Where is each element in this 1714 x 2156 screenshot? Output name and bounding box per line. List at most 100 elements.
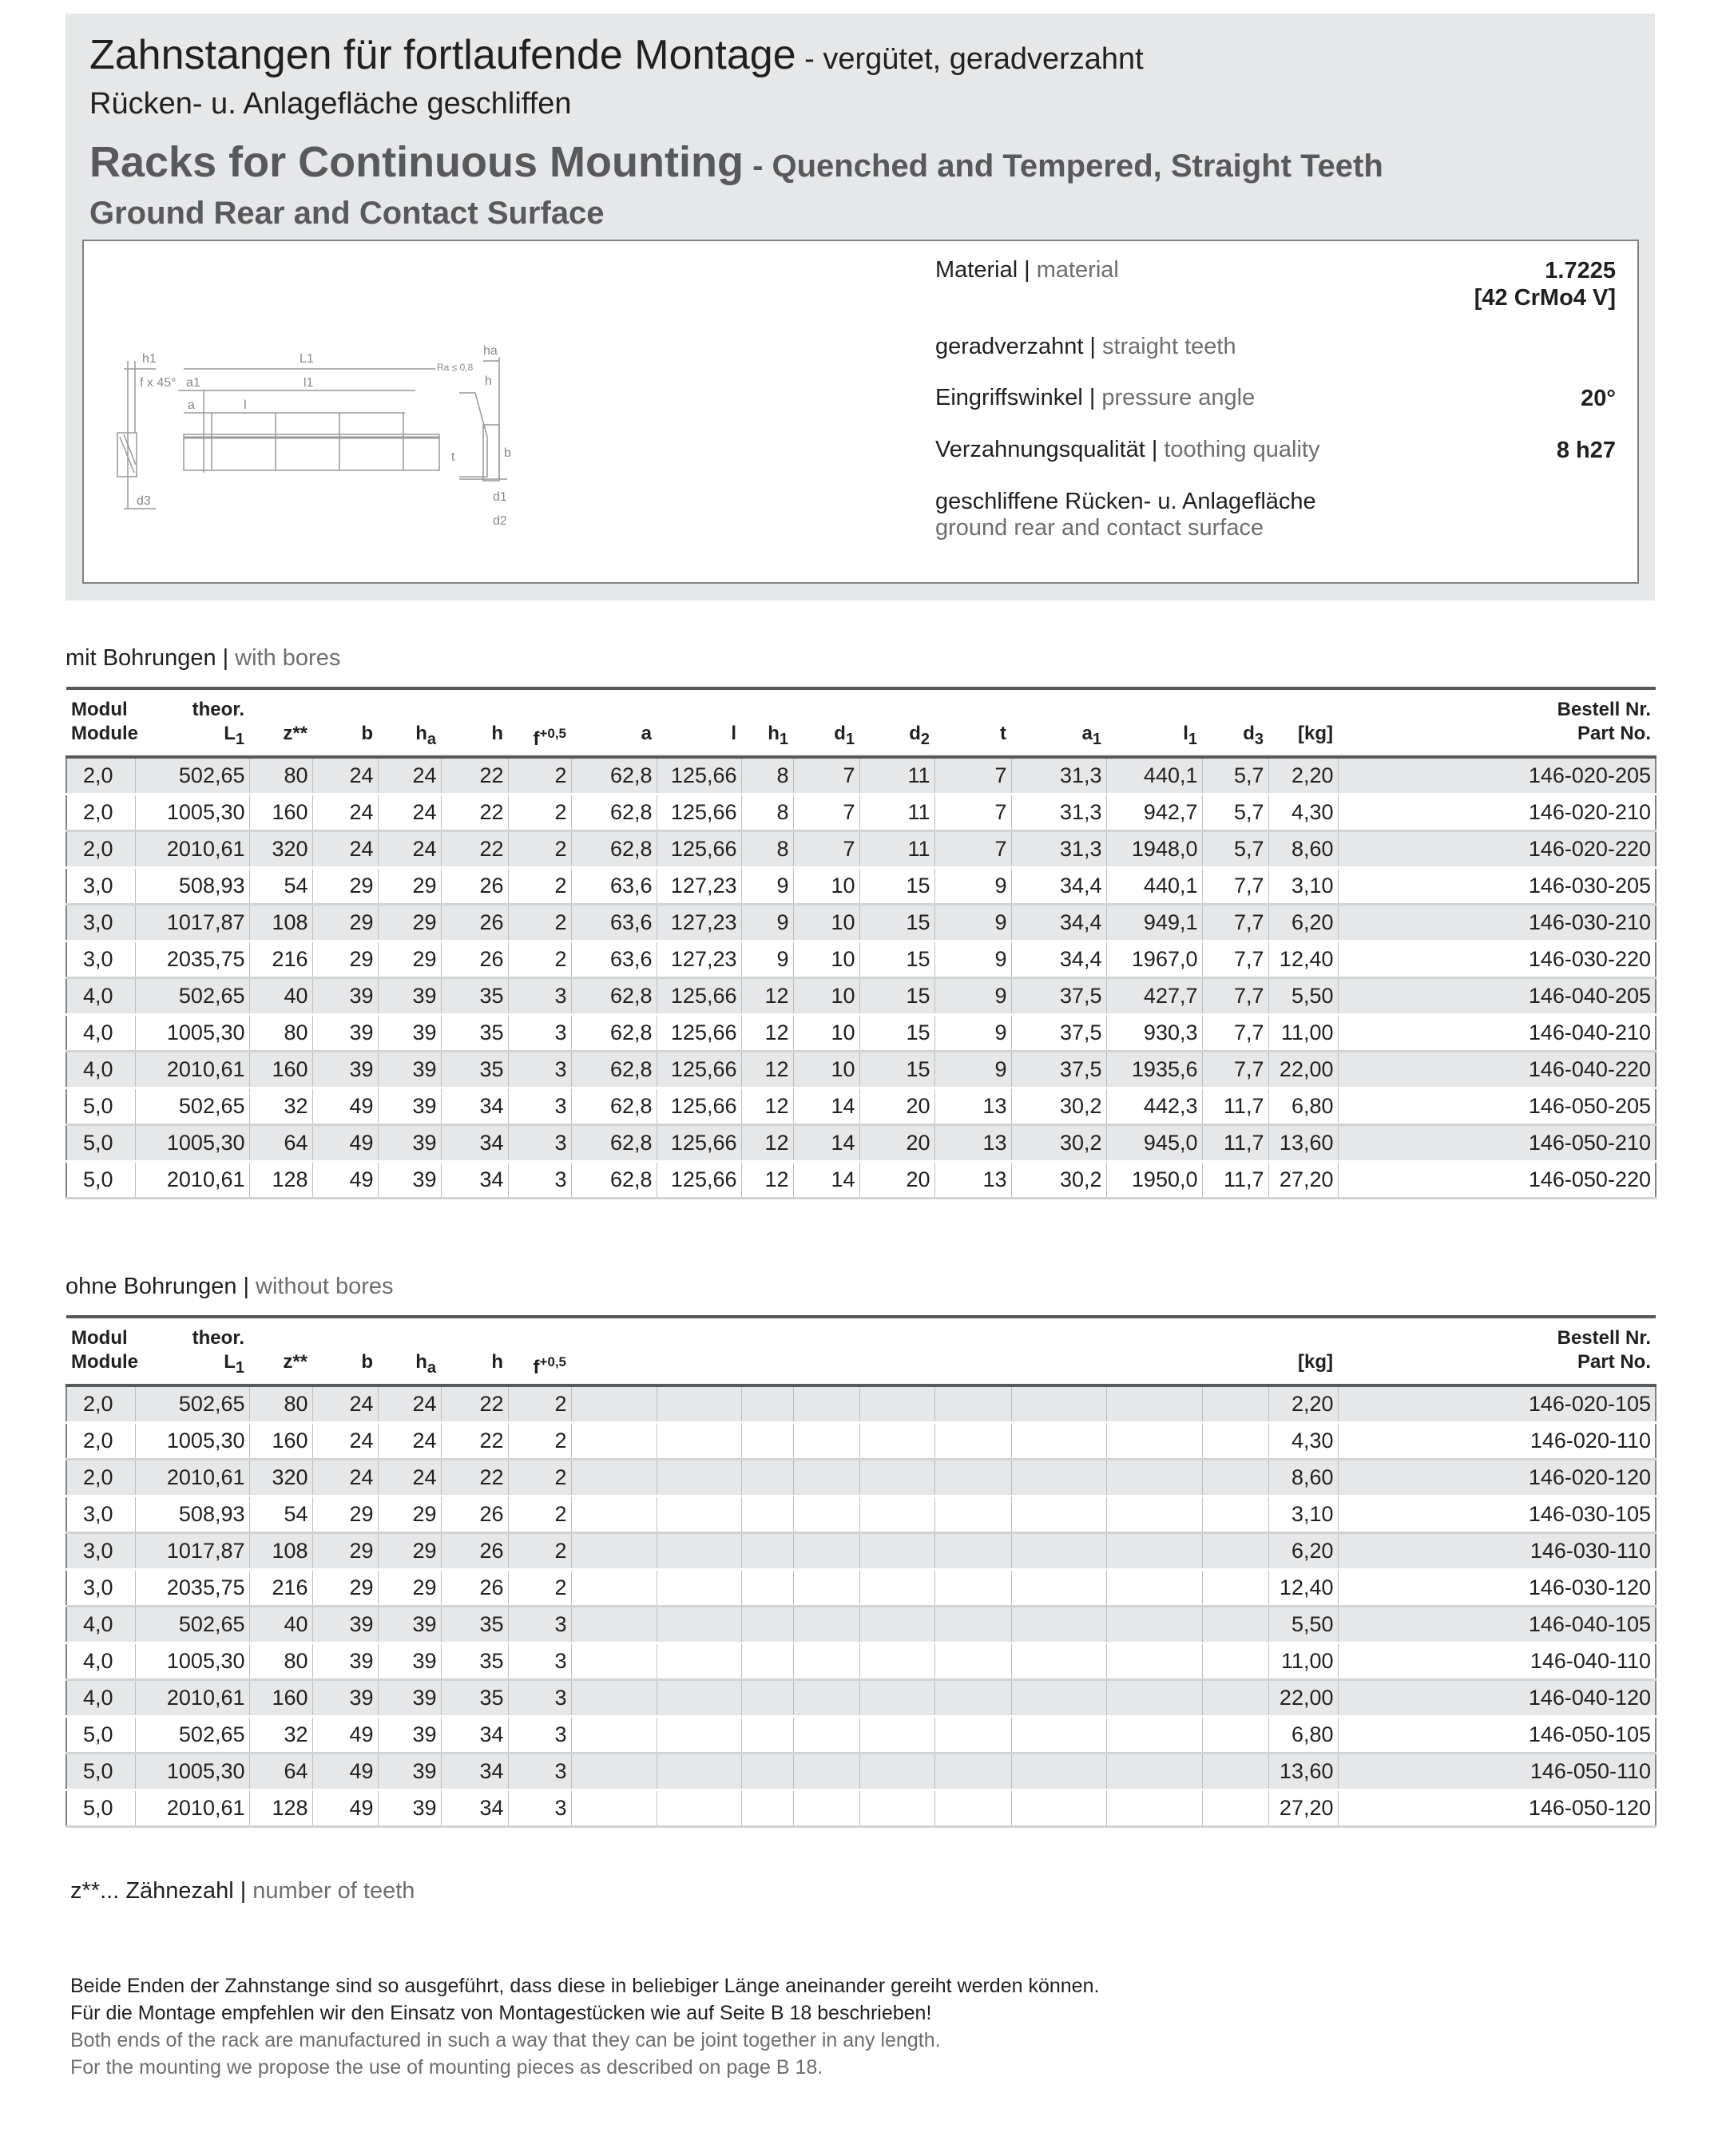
table-cell: 2010,61 [134, 1161, 249, 1199]
table-cell: 216 [248, 941, 312, 979]
table-cell: 10 [792, 867, 859, 906]
table-cell: 9 [934, 977, 1011, 1016]
property-de: geradverzahnt [935, 334, 1084, 359]
table-cell [1201, 1422, 1268, 1460]
table-cell: 9 [740, 941, 793, 979]
table-cell: 160 [248, 1679, 312, 1718]
table-cell [792, 1789, 859, 1828]
table-cell: 5,0 [65, 1789, 135, 1828]
table-row: 3,0 508,93 54 29 29 26 2 3,10 146-030-105 [65, 1496, 1656, 1534]
table-cell: 49 [311, 1124, 378, 1163]
table-cell: 5,7 [1201, 794, 1268, 832]
table-cell: 3 [507, 977, 571, 1016]
table-cell [656, 1422, 741, 1460]
table-cell [934, 1569, 1011, 1607]
table-cell: 2 [507, 904, 571, 942]
table-cell: 62,8 [570, 1124, 657, 1163]
table-cell: 930,3 [1105, 1014, 1202, 1052]
table-cell: 9 [740, 867, 793, 906]
column-header [1011, 1317, 1106, 1385]
table-cell: 5,7 [1201, 830, 1268, 869]
table-cell [934, 1422, 1011, 1460]
table-cell: 34 [440, 1753, 508, 1791]
section-with-bores-label: mit Bohrungen | with bores [65, 645, 341, 671]
table-cell: 146-040-105 [1337, 1606, 1656, 1644]
label-d3: d3 [137, 494, 151, 508]
table-cell: 7,7 [1201, 904, 1268, 942]
column-header [793, 1317, 859, 1385]
table-cell: 14 [792, 1161, 859, 1199]
table-cell: 22 [440, 794, 508, 832]
table-cell [1201, 1606, 1268, 1644]
table-cell [1201, 1532, 1268, 1571]
table-cell: 146-050-220 [1337, 1161, 1656, 1199]
table-cell: 2,20 [1268, 757, 1338, 795]
property-en: material [1036, 257, 1119, 283]
table-cell: 3 [507, 1753, 571, 1791]
table-cell: 125,66 [656, 757, 741, 795]
column-header [657, 1317, 741, 1385]
table-cell: 29 [377, 904, 441, 942]
table-cell [570, 1679, 657, 1718]
table-cell: 24 [377, 1385, 441, 1424]
table-row: 2,0 502,65 80 24 24 22 2 62,8 125,66 8 7 11 7 31,3 440… [65, 757, 1656, 795]
table-cell: 3,0 [65, 941, 135, 979]
table-cell: 1017,87 [134, 904, 249, 942]
table-cell: 35 [440, 1606, 508, 1644]
table-cell [740, 1496, 793, 1534]
table-cell: 146-050-110 [1337, 1753, 1656, 1791]
table-cell: 3 [507, 1088, 571, 1126]
table-cell: 1005,30 [134, 1643, 249, 1681]
table-cell: 2 [507, 757, 571, 795]
table-cell [570, 1569, 657, 1607]
column-header: Modul Module [71, 699, 138, 744]
table-cell: 128 [248, 1789, 312, 1828]
table-cell: 35 [440, 1014, 508, 1052]
table-cell: 62,8 [570, 757, 657, 795]
table-cell: 1005,30 [134, 1753, 249, 1791]
table-cell [859, 1569, 934, 1607]
table-cell: 29 [377, 1496, 441, 1534]
table-cell [1105, 1496, 1202, 1534]
table-cell: 5,0 [65, 1124, 135, 1163]
table-cell: 3,0 [65, 867, 135, 906]
table-cell [934, 1679, 1011, 1718]
table-cell [740, 1753, 793, 1791]
cross-section: ha h Ra ≤ 0,8 t b d1 d2 [437, 344, 511, 528]
table-cell: 7,7 [1201, 1014, 1268, 1052]
table-cell: 64 [248, 1124, 312, 1163]
table-cell: 35 [440, 977, 508, 1016]
table-cell: 22 [440, 1385, 508, 1424]
table-cell [1105, 1753, 1202, 1791]
table-cell: 22 [440, 757, 508, 795]
column-header: d2 [909, 723, 930, 748]
table-cell [1010, 1532, 1106, 1571]
table-cell: 12 [740, 1124, 793, 1163]
table-cell: 15 [859, 941, 934, 979]
table-cell: 3 [507, 1643, 571, 1681]
table-cell [1105, 1789, 1202, 1828]
table-cell [1010, 1422, 1106, 1460]
table-row: 4,0 2010,61 160 39 39 35 3 22,00 146-040-120 [65, 1679, 1656, 1718]
table-cell: 20 [859, 1124, 934, 1163]
column-header: l [731, 723, 736, 744]
table-cell: 11,00 [1268, 1643, 1338, 1681]
column-header [571, 1317, 657, 1385]
table-cell: 40 [248, 1606, 312, 1644]
table-cell: 125,66 [656, 1088, 741, 1126]
table-cell: 12,40 [1268, 941, 1338, 979]
table-row: 2,0 502,65 80 24 24 22 2 2,20 146-020-105 [65, 1385, 1656, 1424]
table-cell: 146-020-120 [1337, 1459, 1656, 1497]
table-cell [1010, 1569, 1106, 1607]
table-cell: 7 [934, 830, 1011, 869]
table-cell: 11 [859, 830, 934, 869]
table-cell: 146-050-120 [1337, 1789, 1656, 1828]
table-cell: 14 [792, 1124, 859, 1163]
table-cell: 5,50 [1268, 977, 1338, 1016]
column-header: h1 [768, 723, 788, 748]
table-cell: 39 [377, 977, 441, 1016]
table-cell [1201, 1643, 1268, 1681]
column-header: ha [415, 723, 436, 748]
table-cell: 22 [440, 1459, 508, 1497]
table-cell: 12 [740, 977, 793, 1016]
